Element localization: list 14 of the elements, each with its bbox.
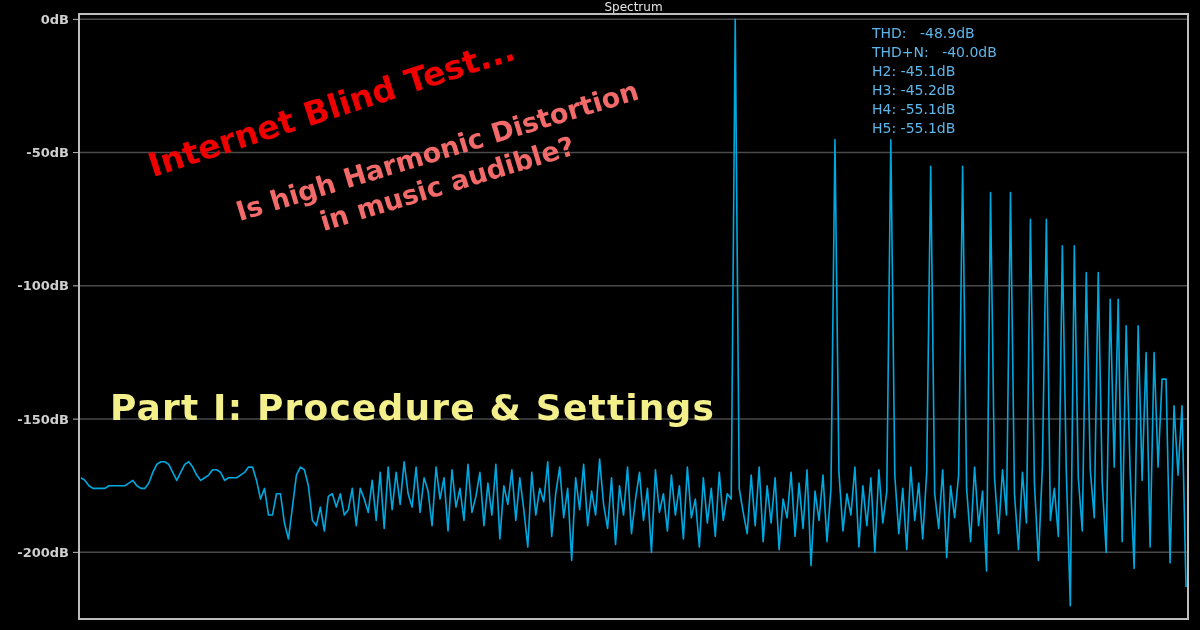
annotation: H5: -55.1dB	[872, 120, 956, 136]
line-series	[80, 18, 1187, 607]
annotation: THD: -48.9dB	[871, 25, 975, 41]
annotation: H4: -55.1dB	[872, 101, 956, 117]
y-tick-label: 0dB	[40, 11, 69, 27]
annotation: H2: -45.1dB	[872, 63, 956, 79]
annotation: Part I: Procedure & Settings	[110, 387, 714, 428]
y-tick-label: -200dB	[17, 544, 69, 560]
annotation: H3: -45.2dB	[872, 82, 956, 98]
annotation: THD+N: -40.0dB	[871, 44, 997, 60]
chart-title: Spectrum	[604, 0, 663, 14]
y-tick-label: -150dB	[17, 411, 69, 427]
y-tick-label: -50dB	[26, 145, 69, 161]
y-tick-label: -100dB	[17, 278, 69, 294]
